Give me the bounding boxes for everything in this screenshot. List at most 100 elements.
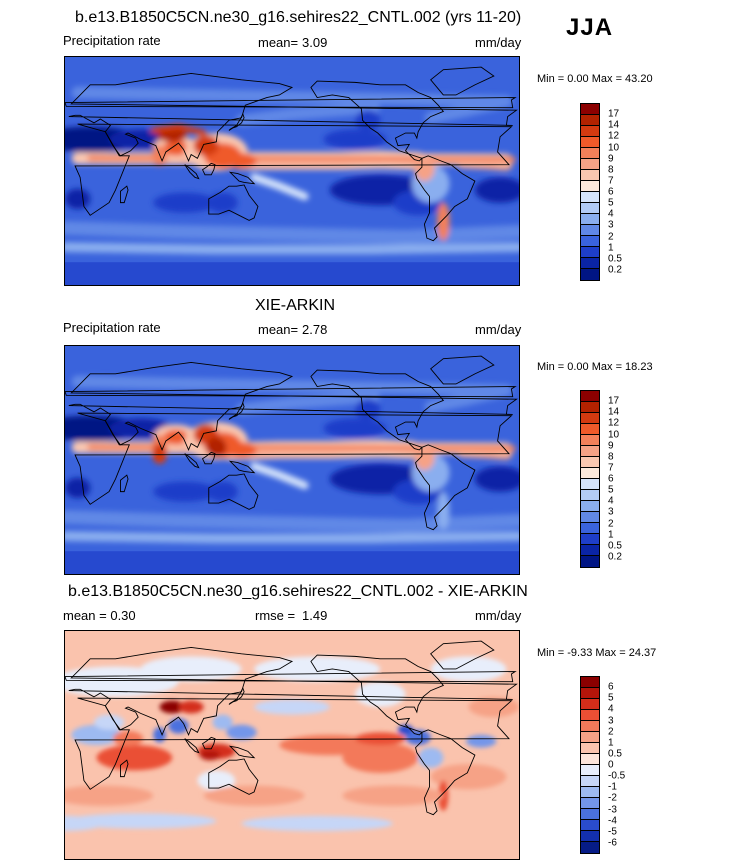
precip-feature bbox=[254, 656, 381, 682]
colorbar-cell bbox=[581, 490, 599, 501]
coastline bbox=[201, 736, 216, 750]
colorbar-tick-label: 0.2 bbox=[608, 264, 622, 276]
colorbar-cell bbox=[581, 468, 599, 479]
colorbar-cell bbox=[581, 126, 599, 137]
colorbar-tick-label: 17 bbox=[608, 108, 620, 120]
colorbar-cell bbox=[581, 402, 599, 413]
precip-feature bbox=[226, 442, 257, 458]
precip-feature bbox=[207, 192, 238, 213]
precip-feature bbox=[153, 481, 217, 502]
precip-feature bbox=[65, 221, 519, 244]
colorbar-tick-label: 5 bbox=[608, 484, 614, 496]
colorbar-tick-label: 1 bbox=[608, 529, 614, 541]
colorbar-cell bbox=[581, 754, 599, 765]
polar-band bbox=[65, 262, 519, 285]
colorbar-cell bbox=[581, 545, 599, 556]
colorbar-cell bbox=[581, 534, 599, 545]
coastline bbox=[65, 97, 517, 109]
panel-1-mean-label: mean= bbox=[258, 35, 299, 50]
coastline bbox=[120, 759, 129, 778]
coastline bbox=[310, 369, 445, 451]
precip-feature bbox=[207, 481, 238, 502]
map-canvas bbox=[65, 631, 519, 859]
colorbar-tick-label: -3 bbox=[608, 804, 617, 815]
precip-feature bbox=[414, 444, 435, 471]
colorbar-cell bbox=[581, 258, 599, 269]
precip-feature bbox=[405, 729, 431, 745]
colorbar-tick-label: 4 bbox=[608, 495, 614, 507]
precip-feature bbox=[430, 656, 507, 682]
colorbar-tick-label: 17 bbox=[608, 395, 620, 407]
colorbar-tick-label: 2 bbox=[608, 518, 614, 529]
map-canvas bbox=[65, 57, 519, 285]
precip-feature bbox=[241, 815, 393, 832]
colorbar-cell bbox=[581, 765, 599, 776]
precip-feature bbox=[250, 462, 309, 490]
colorbar-tick-label: 7 bbox=[608, 462, 614, 474]
coastline bbox=[184, 453, 200, 469]
colorbar-cell bbox=[581, 787, 599, 798]
coastline bbox=[415, 155, 476, 242]
precip-feature bbox=[199, 750, 221, 761]
colorbar-cell bbox=[581, 247, 599, 258]
coastline bbox=[208, 184, 259, 221]
coastline bbox=[120, 185, 129, 204]
panel-1-map bbox=[64, 56, 520, 286]
precip-feature bbox=[71, 86, 513, 124]
colorbar-cell bbox=[581, 413, 599, 424]
coastline bbox=[228, 401, 245, 420]
precip-feature bbox=[437, 202, 450, 241]
colorbar-cell bbox=[581, 170, 599, 181]
precip-feature bbox=[468, 696, 519, 718]
precip-feature bbox=[226, 153, 257, 169]
colorbar-cell bbox=[581, 391, 599, 402]
colorbar-tick-label: 0.5 bbox=[608, 253, 622, 265]
coastline bbox=[184, 164, 200, 180]
colorbar-cell bbox=[581, 435, 599, 446]
panel-1-variable-label: Precipitation rate bbox=[63, 33, 161, 48]
colorbar-tick-label: 4 bbox=[608, 208, 614, 220]
colorbar-tick-label: -6 bbox=[608, 837, 617, 849]
map-canvas bbox=[65, 346, 519, 574]
colorbar-cell bbox=[581, 192, 599, 203]
panel-3-rmse-value: 1.49 bbox=[302, 608, 328, 623]
coastline bbox=[415, 729, 476, 816]
precip-feature bbox=[65, 815, 103, 832]
colorbar-cell bbox=[581, 831, 599, 842]
precip-feature bbox=[355, 681, 406, 707]
colorbar-tick-label: 10 bbox=[608, 429, 620, 440]
colorbar-cell bbox=[581, 732, 599, 743]
precip-feature bbox=[65, 531, 519, 544]
colorbar-cell bbox=[581, 457, 599, 468]
coastline bbox=[430, 640, 495, 670]
precip-feature bbox=[254, 699, 330, 715]
precip-feature bbox=[150, 123, 207, 137]
coastline bbox=[74, 697, 513, 790]
coastline bbox=[208, 758, 259, 795]
colorbar-cell bbox=[581, 512, 599, 523]
colorbar-cell bbox=[581, 710, 599, 721]
precip-feature bbox=[96, 745, 173, 771]
precip-feature bbox=[153, 727, 166, 743]
coastline bbox=[65, 386, 517, 398]
colorbar-cell bbox=[581, 798, 599, 809]
colorbar-tick-label: 12 bbox=[608, 417, 620, 429]
colorbar-tick-label: 6 bbox=[608, 186, 614, 198]
panel-3-title: b.e13.B1850C5CN.ne30_g16.sehires22_CNTL.… bbox=[68, 583, 528, 600]
colorbar-tick-label: 0.2 bbox=[608, 551, 622, 563]
colorbar-cell bbox=[581, 820, 599, 831]
precip-feature bbox=[112, 731, 144, 747]
colorbar-tick-label: 12 bbox=[608, 130, 620, 142]
colorbar-tick-label: 2 bbox=[608, 726, 614, 738]
precip-feature bbox=[140, 656, 242, 682]
colorbar-cell bbox=[581, 148, 599, 159]
colorbar-tick-label: 14 bbox=[608, 119, 620, 131]
coastline bbox=[74, 123, 513, 216]
panel-1-units: mm/day bbox=[475, 35, 522, 50]
colorbar-tick-label: 0.5 bbox=[608, 540, 622, 552]
precip-feature bbox=[152, 443, 168, 464]
coastline bbox=[65, 671, 517, 683]
precip-feature bbox=[474, 466, 519, 492]
precip-feature bbox=[193, 135, 219, 156]
colorbar-tick-label: 1 bbox=[608, 737, 614, 749]
